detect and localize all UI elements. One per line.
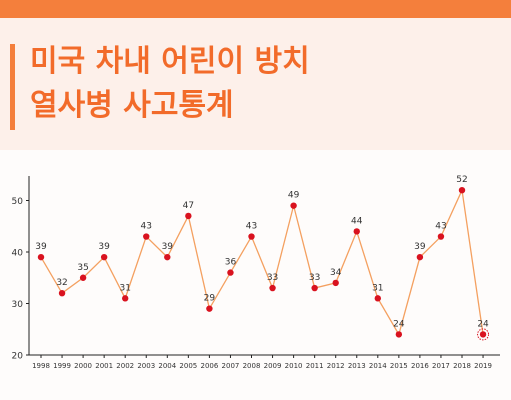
x-tick-label: 2018 [453, 362, 471, 370]
series-line [40, 187, 484, 337]
title-line-1: 미국 차내 어린이 방치 [30, 44, 310, 79]
highlight-ring [477, 328, 490, 341]
title-accent-bar [10, 44, 15, 130]
title-line-2: 열사병 사고통계 [30, 88, 234, 123]
x-tick-label: 2010 [285, 362, 303, 370]
data-point [479, 331, 487, 338]
x-tick-label: 2019 [474, 362, 492, 370]
data-label: 43 [141, 222, 152, 232]
data-label: 39 [414, 242, 426, 252]
top-accent-bar [0, 0, 511, 18]
data-point [458, 187, 466, 194]
data-label: 36 [225, 258, 237, 268]
x-tick-label: 2001 [95, 362, 113, 370]
data-point [143, 233, 150, 240]
x-tick-label: 2008 [243, 362, 261, 370]
data-point [185, 212, 192, 220]
data-label: 44 [351, 216, 363, 226]
chart-labels: 39 32 35 39 31 43 39 47 29 36 43 33 49 33 34 44 31 24 39 43… [35, 175, 489, 329]
data-label: 39 [98, 242, 110, 252]
data-point [100, 253, 108, 261]
data-point [122, 295, 129, 302]
x-tick-label: 2015 [390, 362, 408, 370]
data-point [437, 233, 445, 240]
y-tick-label: 30 [12, 300, 24, 310]
data-label: 39 [162, 242, 174, 252]
data-label: 35 [77, 263, 88, 273]
data-point [58, 290, 66, 297]
data-label: 34 [330, 268, 342, 278]
data-point [164, 253, 171, 261]
data-label: 49 [288, 191, 300, 201]
x-tick-label: 2002 [116, 362, 134, 370]
x-tick-label: 2012 [327, 362, 345, 370]
data-label: 47 [183, 201, 194, 211]
x-tick-label: 2000 [74, 362, 92, 370]
data-point [353, 228, 360, 235]
data-label: 39 [35, 242, 47, 252]
data-label: 52 [456, 175, 467, 185]
x-tick-label: 2013 [348, 362, 366, 370]
x-tick-label: 2011 [306, 362, 324, 370]
data-point [79, 274, 87, 281]
data-label: 31 [119, 283, 130, 293]
data-label: 43 [435, 222, 446, 232]
x-tick-label: 1998 [32, 362, 50, 370]
x-tick-label: 2009 [264, 362, 282, 370]
x-tick-label: 2004 [158, 362, 176, 370]
data-point [206, 305, 213, 312]
data-point [311, 284, 318, 292]
data-point [332, 279, 339, 287]
x-tick-label: 2016 [411, 362, 429, 370]
data-label: 43 [246, 222, 257, 232]
x-tick-label: 1999 [53, 362, 71, 370]
data-label: 33 [267, 273, 278, 283]
y-tick-label: 40 [12, 249, 24, 259]
data-point [227, 269, 234, 276]
data-label: 24 [477, 319, 489, 329]
data-point [416, 253, 424, 261]
x-tick-label: 2007 [222, 362, 240, 370]
x-tick-label: 2017 [432, 362, 450, 370]
data-label: 29 [204, 294, 216, 304]
data-point [269, 284, 276, 292]
data-label: 32 [56, 278, 67, 288]
page-title: 미국 차내 어린이 방치 열사병 사고통계 [30, 40, 310, 128]
chart-axes: 20 30 40 50 1998 1999 2000 2001 2002 2003 2004 2005… [12, 176, 500, 370]
x-tick-label: 2006 [200, 362, 218, 370]
y-tick-label: 20 [12, 352, 24, 362]
chart-series [37, 187, 490, 341]
header-panel [0, 18, 511, 150]
data-point [374, 295, 381, 302]
x-tick-label: 2014 [369, 362, 387, 370]
data-point [290, 202, 297, 209]
y-tick-label: 50 [12, 197, 24, 207]
data-label: 24 [393, 319, 405, 329]
data-label: 33 [309, 273, 320, 283]
x-tick-label: 2005 [179, 362, 197, 370]
data-point [37, 253, 45, 261]
x-tick-label: 2003 [137, 362, 155, 370]
data-label: 31 [372, 283, 383, 293]
data-point [395, 331, 403, 338]
data-point [248, 233, 255, 240]
